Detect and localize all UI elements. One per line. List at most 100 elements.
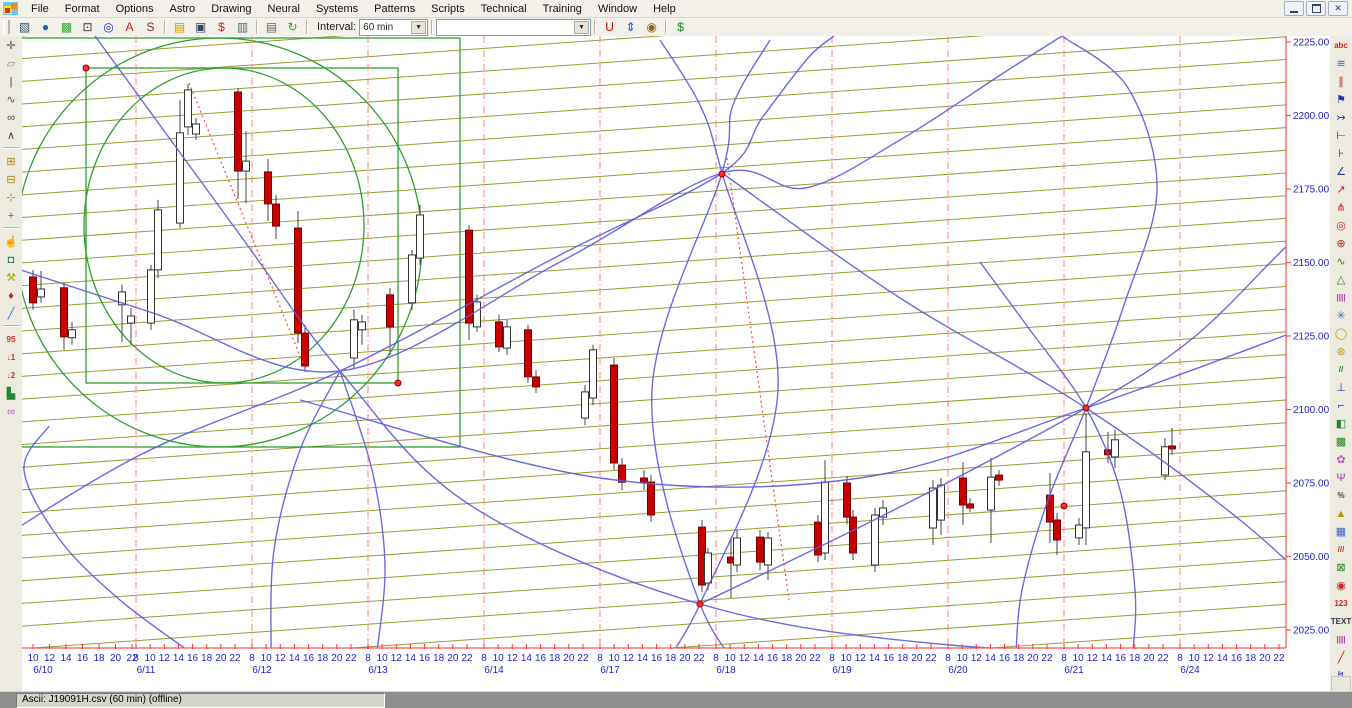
purple-bars-tool[interactable]: |||| — [1336, 293, 1346, 302]
minimize-button[interactable] — [1284, 1, 1304, 16]
text-abc-tool[interactable]: abc — [1334, 41, 1348, 50]
tool-down-2[interactable]: ↓2 — [6, 370, 16, 380]
vertical-line-tool[interactable]: | — [9, 75, 13, 88]
menu-item-help[interactable]: Help — [653, 2, 676, 15]
flag-tool[interactable]: ⚑ — [1336, 94, 1346, 106]
parallel-lines-tool[interactable]: ∥ — [1338, 76, 1344, 88]
menu-item-scripts[interactable]: Scripts — [431, 2, 465, 15]
chevron-down-icon[interactable]: ▼ — [574, 20, 590, 34]
trend-arrow-tool[interactable]: ↗ — [1336, 184, 1346, 196]
interval-combobox[interactable]: 60 min ▼ — [359, 18, 429, 36]
binoculars-tool[interactable]: ∞ — [7, 111, 15, 124]
pen-tool[interactable]: ╱ — [7, 307, 15, 320]
ruler-12-tool[interactable]: ⌐ — [1337, 400, 1345, 412]
egg-tool[interactable]: ◯ — [1334, 328, 1348, 340]
menu-item-technical[interactable]: Technical — [480, 2, 527, 15]
monitor-icon[interactable]: ⊡ — [82, 20, 93, 34]
symbol-combobox[interactable]: ▼ — [436, 18, 592, 36]
tool-95[interactable]: 95 — [6, 334, 16, 344]
target-circle-tool[interactable]: ◉ — [1336, 580, 1346, 592]
print-icon[interactable]: ▤ — [265, 20, 278, 34]
menu-item-patterns[interactable]: Patterns — [374, 2, 416, 15]
bucket-tool[interactable]: ◘ — [7, 253, 15, 266]
new-chart-icon[interactable]: ▧ — [18, 20, 31, 34]
money-icon[interactable]: $ — [218, 20, 225, 34]
magnet-icon[interactable]: U — [605, 20, 614, 34]
menu-item-training[interactable]: Training — [542, 2, 582, 15]
hatch-lines-tool[interactable]: ≋ — [1336, 58, 1346, 70]
zigzag-tool[interactable]: ∧ — [6, 129, 16, 142]
move-tool[interactable]: ✛ — [6, 39, 16, 52]
price-label: 2100.00 — [1293, 405, 1330, 416]
expand-vertical-tool[interactable]: ⊟ — [6, 173, 16, 186]
hour-label: 10 — [841, 653, 853, 664]
chart-panel-tool[interactable]: ◧ — [1335, 418, 1347, 430]
angle-tool[interactable]: ∠ — [1336, 166, 1346, 178]
menu-item-astro[interactable]: Astro — [169, 2, 196, 15]
green-dollar-icon[interactable]: $ — [677, 20, 684, 34]
numbers-123-tool[interactable]: 123 — [1334, 599, 1348, 608]
save-icon[interactable]: ▣ — [194, 20, 207, 34]
time-axis: 10 12 14 16 18 20 226/108 10 12 14 16 18 20 226/118 10… — [27, 644, 1285, 676]
mini-chart-tool[interactable]: ▙ — [6, 387, 16, 400]
menu-item-systems[interactable]: Systems — [315, 2, 359, 15]
line-red-tool[interactable]: ╱ — [1337, 652, 1345, 664]
ruler-base-tool[interactable]: ⊥ — [1336, 382, 1346, 394]
expand-horizontal-tool[interactable]: ⊞ — [6, 155, 16, 168]
snake-icon[interactable]: S — [146, 20, 155, 34]
eraser-tool[interactable]: ▱ — [6, 57, 16, 70]
wheel-tool[interactable]: ⊛ — [1336, 346, 1346, 358]
flower-tool[interactable]: ✿ — [1336, 454, 1346, 466]
hour-label: 8 — [365, 653, 371, 664]
gann-fan-tool[interactable]: ⋔ — [1336, 202, 1346, 214]
updown-arrows-icon[interactable]: ⇕ — [625, 20, 636, 34]
data-sheet-icon[interactable]: ▥ — [236, 20, 249, 34]
grass-fan-tool[interactable]: // — [1338, 365, 1344, 374]
slashes-tool[interactable]: /// — [1337, 545, 1345, 554]
close-button[interactable]: ✕ — [1328, 1, 1348, 16]
bars2-tool[interactable]: |||| — [1336, 635, 1346, 644]
bone-tool[interactable]: ⚒ — [6, 271, 16, 284]
center-cross-tool[interactable]: + — [7, 209, 15, 222]
menu-item-options[interactable]: Options — [115, 2, 154, 15]
menu-item-file[interactable]: File — [31, 2, 49, 15]
knot-tool[interactable]: ⊠ — [1336, 562, 1346, 574]
text-tool[interactable]: TEXT — [1330, 617, 1352, 626]
zigzag-green-tool[interactable]: ∿ — [1336, 256, 1346, 268]
world-money-icon[interactable]: ◉ — [646, 20, 657, 34]
triangle-tool[interactable]: △ — [1336, 274, 1346, 286]
open-folder-icon[interactable]: ▤ — [173, 20, 186, 34]
texture-icon[interactable]: ▩ — [60, 20, 73, 34]
grid-tool[interactable]: ▦ — [1335, 526, 1347, 538]
loop-tool[interactable]: ∞ — [7, 405, 15, 418]
bird-tool[interactable]: Ψ — [1336, 472, 1346, 484]
menu-item-drawing[interactable]: Drawing — [211, 2, 252, 15]
target-icon[interactable]: ◎ — [103, 20, 114, 34]
mountain-tool[interactable]: ▲ — [1335, 508, 1347, 520]
tool-down-1[interactable]: ↓1 — [6, 352, 16, 362]
pointer-a-icon[interactable]: A — [125, 20, 134, 34]
chevron-down-icon[interactable]: ▼ — [411, 20, 427, 34]
ruler-horizontal-tool[interactable]: ⊢ — [1336, 130, 1346, 142]
toolbar-grip[interactable] — [3, 20, 10, 34]
date-label: 6/21 — [1064, 665, 1084, 676]
restore-button[interactable] — [1306, 1, 1326, 16]
chart-area[interactable]: 2225.00 2200.00 2175.00 2150.00 2125.00 2100.… — [21, 36, 1330, 692]
spiral-stars-tool[interactable]: ✳ — [1336, 310, 1346, 322]
checkered-tool[interactable]: ▩ — [1335, 436, 1347, 448]
refresh-icon[interactable]: ↻ — [287, 20, 298, 34]
menu-item-neural[interactable]: Neural — [267, 2, 300, 15]
menu-item-window[interactable]: Window — [597, 2, 638, 15]
car-tool[interactable]: ♦ — [8, 289, 14, 302]
percent-tool[interactable]: % — [1337, 491, 1345, 500]
anchor-arrows-tool[interactable]: ↣ — [1336, 112, 1346, 124]
globe-icon[interactable]: ● — [41, 20, 50, 34]
ellipse-cross-tool[interactable]: ⊕ — [1336, 238, 1346, 250]
wave-small-tool[interactable]: ∿ — [6, 93, 16, 106]
hand-tool[interactable]: ☝ — [4, 235, 18, 248]
circles-tool[interactable]: ◎ — [1336, 220, 1346, 232]
ruler-vertical-tool[interactable]: ⊦ — [1338, 148, 1344, 160]
compress-tool[interactable]: ⊹ — [6, 191, 16, 204]
menu-item-format[interactable]: Format — [64, 2, 100, 15]
chart-canvas[interactable]: 2225.00 2200.00 2175.00 2150.00 2125.00 2100.… — [21, 36, 1330, 692]
